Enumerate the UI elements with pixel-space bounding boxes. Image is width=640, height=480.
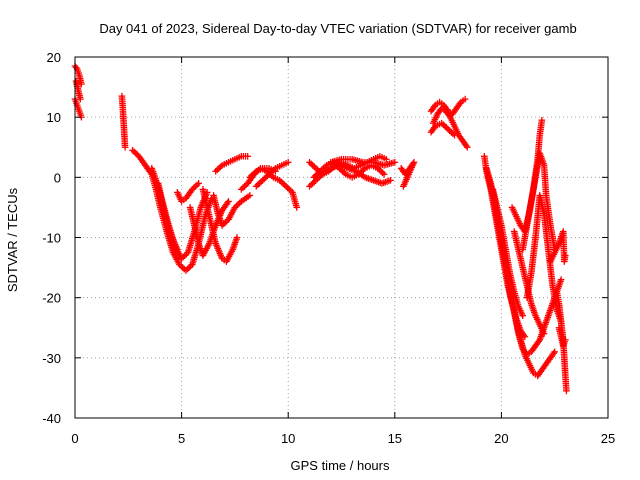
x-tick-label: 5 [178,431,185,446]
data-point [550,350,557,357]
data-point [121,143,129,151]
data-point [233,234,241,241]
data-point [246,192,254,199]
data-point [461,95,469,103]
data-point [538,116,546,124]
data-point [519,312,527,320]
data-point [562,336,569,344]
data-point [380,171,388,178]
y-axis-label: SDTVAR / TECUs [5,187,20,292]
data-point [445,112,453,119]
data-point [463,143,471,151]
data-point [557,276,565,283]
y-tick-label: -20 [42,291,61,306]
data-point [430,103,438,110]
tick-label-layer: 0 5 10 15 20 25 -40 -30 -20 -10 0 10 20 [42,50,615,446]
data-point [284,158,292,166]
x-tick-label: 20 [494,431,508,446]
data-point [563,387,570,395]
y-tick-label: 10 [47,110,61,125]
data-point [272,168,279,175]
data-point [456,100,464,107]
y-tick-label: -10 [42,231,61,246]
data-point [225,198,232,205]
x-tick-label: 0 [71,431,78,446]
y-tick-label: 0 [54,170,61,185]
grid-layer [75,57,608,418]
x-tick-label: 15 [388,431,402,446]
data-point [382,155,390,163]
x-tick-label: 25 [601,431,615,446]
data-point [244,152,251,160]
data-point [462,142,470,150]
ticks-layer [74,56,609,419]
data-point [451,131,458,139]
data-point [391,158,399,166]
y-tick-label: -40 [42,411,61,426]
y-tick-label: -30 [42,351,61,366]
data-point [551,348,558,356]
data-point [174,246,181,253]
data-point [400,183,407,190]
data-point [540,330,548,338]
points-layer [71,62,570,395]
chart-title: Day 041 of 2023, Sidereal Day-to-day VTE… [99,21,576,36]
data-point [293,204,301,211]
x-axis-label: GPS time / hours [291,458,390,473]
data-point [387,177,394,184]
data-point [224,199,231,207]
y-tick-label: 20 [47,50,61,65]
data-point [562,252,569,259]
data-point [77,95,84,103]
x-tick-label: 10 [281,431,295,446]
data-point [72,64,80,71]
data-point [195,180,202,187]
